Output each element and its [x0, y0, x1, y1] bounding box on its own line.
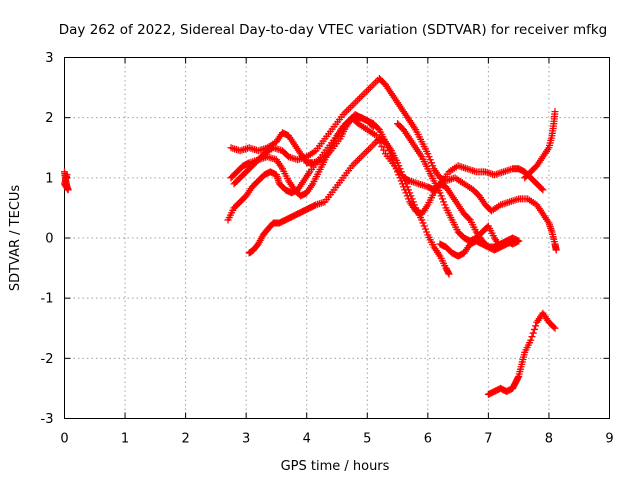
x-tick-labels: 0 1 2 3 4 5 6 7 8 9: [60, 432, 613, 447]
data-point: [398, 171, 406, 179]
data-point: [426, 156, 434, 164]
data-point: [440, 198, 448, 206]
data-point: [551, 108, 559, 116]
data-point: [445, 270, 453, 278]
data-point: [423, 228, 431, 236]
data-point: [425, 153, 433, 161]
y-tick-label: 3: [45, 51, 53, 66]
x-tick-label: 7: [484, 432, 492, 447]
data-point: [427, 159, 435, 167]
x-tick-label: 9: [605, 432, 613, 447]
data-point: [436, 189, 444, 197]
x-tick-label: 8: [545, 432, 553, 447]
y-tick-label: -1: [41, 292, 54, 307]
axis-ticks: [64, 57, 610, 419]
data-point: [404, 186, 412, 194]
data-point: [424, 150, 432, 158]
x-tick-label: 5: [363, 432, 371, 447]
x-tick-label: 4: [303, 432, 311, 447]
y-tick-label: 2: [45, 111, 53, 126]
data-point: [406, 189, 414, 197]
y-tick-label: 1: [45, 171, 53, 186]
data-marks: [61, 75, 560, 398]
data-point: [437, 192, 445, 200]
data-point: [411, 201, 419, 209]
data-point: [408, 195, 416, 203]
data-point: [403, 183, 411, 191]
data-point: [420, 222, 428, 230]
data-point: [551, 324, 559, 332]
data-point: [372, 132, 380, 140]
x-axis-label: GPS time / hours: [281, 459, 390, 474]
data-point: [429, 162, 437, 170]
data-point: [441, 201, 449, 209]
data-point: [515, 237, 523, 245]
data-point: [378, 143, 386, 151]
y-axis-label: SDTVAR / TECUs: [8, 185, 23, 292]
x-tick-label: 6: [424, 432, 432, 447]
data-point: [401, 177, 409, 185]
data-point: [550, 323, 558, 331]
data-point: [394, 159, 402, 167]
data-point: [400, 174, 408, 182]
y-tick-label: -3: [41, 412, 54, 427]
x-tick-label: 1: [121, 432, 129, 447]
data-point: [552, 246, 560, 254]
data-point: [419, 219, 427, 227]
y-tick-labels: -3 -2 -1 0 1 2 3: [41, 51, 54, 427]
data-point: [438, 195, 446, 203]
data-point: [465, 215, 473, 223]
data-point: [407, 192, 415, 200]
data-point: [396, 165, 404, 173]
data-point: [402, 180, 410, 188]
x-tick-label: 2: [181, 432, 189, 447]
data-point: [63, 171, 71, 179]
data-point: [395, 162, 403, 170]
x-tick-label: 3: [242, 432, 250, 447]
data-point: [418, 216, 426, 224]
data-point: [530, 325, 538, 333]
data-point: [538, 185, 546, 193]
y-tick-label: 0: [45, 232, 53, 247]
data-point: [527, 336, 535, 344]
data-point: [529, 329, 537, 337]
data-point: [421, 225, 429, 233]
data-point: [409, 198, 417, 206]
data-point: [397, 168, 405, 176]
chart-title: Day 262 of 2022, Sidereal Day-to-day VTE…: [59, 22, 607, 38]
data-point: [374, 124, 382, 132]
data-point: [368, 121, 376, 129]
data-point: [528, 333, 536, 341]
grid-lines: [64, 57, 610, 419]
data-point: [532, 322, 540, 330]
data-point: [369, 123, 377, 131]
data-point: [539, 186, 547, 194]
x-tick-label: 0: [60, 432, 68, 447]
y-tick-label: -2: [41, 352, 54, 367]
